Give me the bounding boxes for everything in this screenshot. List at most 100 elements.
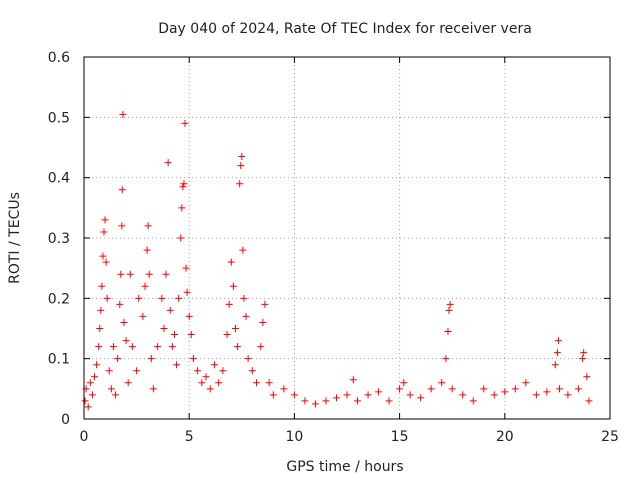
data-point [117, 270, 125, 278]
data-point [459, 391, 467, 399]
data-point [469, 397, 477, 405]
data-point [175, 294, 183, 302]
y-tick-label: 0.1 [48, 352, 70, 368]
data-point [177, 234, 185, 242]
data-point [579, 355, 587, 363]
data-point [238, 153, 246, 161]
data-point [141, 282, 149, 290]
data-point [144, 222, 152, 230]
data-point [236, 180, 244, 188]
data-point [551, 361, 559, 369]
y-tick-label: 0.5 [48, 110, 70, 126]
data-point [400, 379, 408, 387]
data-point [145, 270, 153, 278]
data-point [96, 325, 104, 332]
data-point [442, 355, 450, 363]
data-point [448, 385, 456, 393]
data-point [95, 343, 103, 351]
data-point [210, 361, 218, 369]
data-point [543, 388, 551, 396]
data-point [119, 110, 127, 118]
data-point [231, 325, 239, 332]
data-point [480, 385, 488, 393]
data-point [406, 391, 414, 399]
x-tick-label: 15 [391, 429, 409, 445]
data-point [580, 349, 588, 357]
data-point [265, 379, 273, 387]
data-point [501, 388, 509, 396]
data-point [242, 312, 250, 320]
data-point [490, 391, 498, 399]
axis-ticks: 0 5 10 15 20 25 0 0.1 0.2 0.3 0.4 0.5 0.6 [48, 50, 619, 445]
data-point [194, 367, 202, 375]
data-point [103, 294, 111, 302]
data-point [396, 385, 404, 393]
data-point [522, 379, 530, 387]
data-point [259, 318, 267, 326]
data-point [332, 394, 340, 402]
data-point [118, 186, 126, 194]
data-point [187, 331, 195, 339]
data-point [97, 306, 105, 314]
data-point [257, 343, 265, 351]
data-point [564, 391, 572, 399]
data-point [120, 318, 128, 326]
data-point [444, 328, 452, 336]
data-point [91, 373, 99, 381]
data-point [180, 180, 188, 188]
data-point [322, 397, 330, 405]
data-point [239, 246, 247, 254]
data-point [261, 300, 269, 308]
x-tick-label: 0 [80, 429, 89, 445]
data-point [147, 355, 155, 363]
data-point [417, 394, 425, 402]
data-point [446, 300, 454, 308]
data-point [160, 325, 168, 332]
data-point [178, 204, 186, 212]
data-point [244, 355, 252, 363]
data-point [206, 385, 214, 393]
data-point [198, 379, 206, 387]
data-point [101, 216, 109, 224]
grid [84, 57, 610, 419]
data-point [248, 367, 256, 375]
data-point [170, 331, 178, 339]
y-axis-title: ROTI / TECUs [7, 192, 23, 284]
data-point [269, 391, 277, 399]
data-point [114, 355, 122, 363]
data-point [185, 312, 193, 320]
data-point [554, 337, 562, 345]
data-point [234, 343, 242, 351]
data-point [102, 258, 110, 266]
data-point [237, 162, 245, 170]
x-axis-title: GPS time / hours [286, 459, 403, 475]
data-point [143, 246, 151, 254]
data-point [182, 264, 190, 272]
y-tick-label: 0.4 [48, 171, 70, 187]
data-point [164, 159, 172, 167]
data-point [219, 367, 227, 375]
data-point [445, 306, 453, 314]
data-point [100, 228, 108, 236]
data-point [349, 376, 357, 384]
data-point [107, 385, 115, 393]
chart-title: Day 040 of 2024, Rate Of TEC Index for r… [158, 21, 532, 37]
data-point [354, 397, 362, 405]
data-point [109, 343, 117, 351]
data-point [364, 391, 372, 399]
data-point [574, 385, 582, 393]
x-tick-label: 5 [185, 429, 194, 445]
data-point [438, 379, 446, 387]
data-point [139, 312, 147, 320]
data-point [173, 361, 181, 369]
x-tick-label: 20 [496, 429, 514, 445]
data-point [179, 183, 187, 191]
data-point [99, 252, 107, 260]
data-point [511, 385, 519, 393]
data-point [290, 391, 298, 399]
data-point [166, 306, 174, 314]
data-point [183, 288, 191, 296]
y-tick-label: 0.2 [48, 291, 70, 307]
data-point [280, 385, 288, 393]
